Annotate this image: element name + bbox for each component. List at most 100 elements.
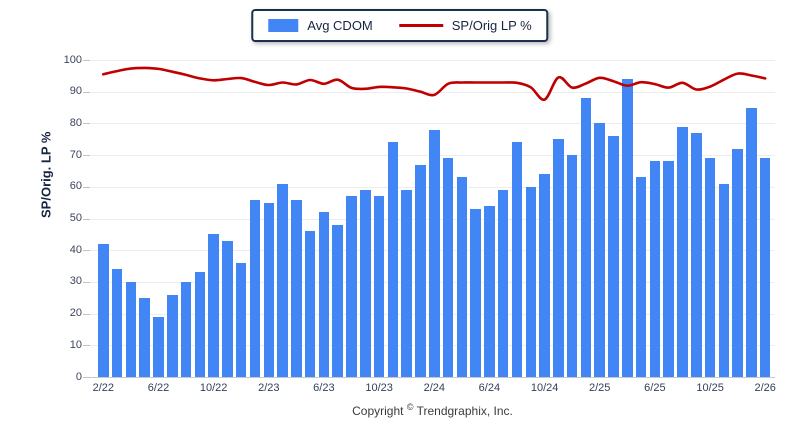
y-tick-label-20: 20: [69, 307, 82, 320]
bar-month-32: [539, 174, 550, 377]
x-tick-label-6-22: 6/22: [147, 382, 170, 394]
gridline-90: [90, 91, 775, 93]
bar-month-20: [373, 196, 385, 377]
bar-month-5: [167, 294, 178, 377]
bar-month-0: [98, 243, 109, 377]
x-tick-label-10-22: 10/22: [199, 382, 228, 394]
y-tickmark-10: [83, 345, 90, 347]
bar-month-10: [235, 262, 247, 377]
sp-orig-lp-line-path: [102, 66, 767, 101]
bar-month-29: [497, 190, 509, 377]
x-tick-label-2-23: 2/23: [258, 382, 280, 394]
bar-month-9: [222, 240, 233, 377]
copyright-text: Copyright © Trendgraphix, Inc.: [90, 402, 775, 418]
x-tick-label-2-26: 2/26: [754, 382, 776, 394]
y-tick-label-50: 50: [69, 212, 82, 224]
bar-month-47: [746, 107, 757, 377]
bar-month-3: [139, 297, 150, 377]
y-tickmark-20: [83, 313, 90, 315]
legend-line-swatch-icon: [398, 24, 443, 27]
bar-month-22: [401, 190, 412, 377]
bar-month-23: [415, 164, 426, 377]
plot-area: [83, 60, 775, 378]
x-tick-label-10-25: 10/25: [696, 382, 724, 394]
x-tick-label-2-25: 2/25: [588, 382, 611, 394]
bar-month-38: [622, 79, 633, 377]
bar-month-18: [346, 196, 357, 377]
y-tickmark-0: [83, 377, 90, 378]
chart-legend: Avg CDOM SP/Orig LP %: [251, 9, 549, 42]
legend-label-sp-orig-lp: SP/Orig LP %: [451, 18, 532, 33]
y-tickmark-70: [83, 155, 90, 157]
copyright-suffix: Trendgraphix, Inc.: [416, 404, 513, 418]
y-tick-label-80: 80: [69, 116, 82, 129]
bar-month-39: [635, 177, 647, 377]
legend-bar-swatch-icon: [268, 19, 299, 32]
y-tickmark-80: [83, 123, 90, 125]
x-tick-label-2-24: 2/24: [423, 382, 445, 394]
bar-month-26: [456, 177, 468, 377]
y-tick-label-10: 10: [69, 338, 82, 351]
bar-month-6: [180, 281, 192, 377]
bar-month-14: [291, 199, 302, 377]
bar-month-1: [111, 269, 123, 377]
y-tickmark-100: [83, 60, 90, 61]
copyright-prefix: Copyright: [352, 404, 404, 418]
y-tick-label-100: 100: [63, 53, 82, 66]
bar-month-2: [125, 281, 137, 377]
copyright-symbol-icon: ©: [406, 402, 414, 412]
x-tick-label-6-23: 6/23: [313, 382, 335, 394]
bar-month-13: [277, 183, 288, 377]
bar-month-19: [360, 190, 371, 377]
bar-month-35: [580, 98, 592, 377]
x-tick-label-10-24: 10/24: [530, 382, 559, 394]
x-axis-line: [90, 377, 775, 378]
y-tick-label-60: 60: [69, 180, 82, 193]
y-tickmark-40: [83, 250, 90, 252]
gridline-100: [90, 60, 775, 61]
x-tick-label-6-25: 6/25: [644, 382, 666, 394]
y-tickmark-90: [83, 91, 90, 93]
bar-month-34: [566, 155, 578, 377]
bar-month-45: [718, 183, 730, 377]
bar-month-40: [649, 161, 661, 377]
y-tickmark-30: [83, 281, 90, 283]
bar-month-21: [387, 142, 399, 377]
bar-month-30: [511, 142, 523, 377]
y-tick-label-90: 90: [69, 85, 82, 98]
bar-month-31: [525, 186, 537, 377]
x-tick-label-6-24: 6/24: [478, 382, 501, 394]
bar-month-44: [704, 158, 716, 377]
bar-month-24: [429, 129, 440, 377]
x-tick-label-10-23: 10/23: [365, 382, 393, 394]
bar-month-37: [608, 136, 619, 377]
bar-month-43: [691, 132, 702, 377]
y-tick-label-30: 30: [69, 275, 82, 288]
bar-month-42: [677, 126, 688, 377]
bar-month-12: [263, 202, 275, 377]
y-tick-label-40: 40: [69, 243, 82, 256]
x-tick-label-2-22: 2/22: [92, 382, 114, 394]
bar-month-17: [332, 224, 343, 377]
bar-month-25: [442, 158, 454, 377]
bar-month-28: [484, 205, 495, 377]
y-tick-label-0: 0: [75, 370, 82, 383]
bar-month-7: [194, 272, 206, 377]
bar-month-48: [759, 158, 771, 377]
bar-month-33: [553, 139, 564, 377]
y-tickmark-60: [83, 186, 90, 188]
bar-month-4: [153, 316, 164, 377]
legend-label-avg-cdom: Avg CDOM: [307, 18, 373, 33]
bar-month-11: [249, 199, 261, 377]
bar-month-41: [663, 161, 674, 377]
bar-month-27: [470, 209, 481, 377]
bar-month-36: [594, 123, 605, 377]
bar-month-8: [208, 234, 219, 377]
y-tickmark-50: [83, 218, 90, 220]
bar-month-16: [318, 212, 330, 377]
gridline-80: [90, 123, 775, 125]
y-tick-label-70: 70: [69, 148, 82, 161]
bar-month-15: [304, 231, 316, 377]
bar-month-46: [732, 148, 743, 377]
